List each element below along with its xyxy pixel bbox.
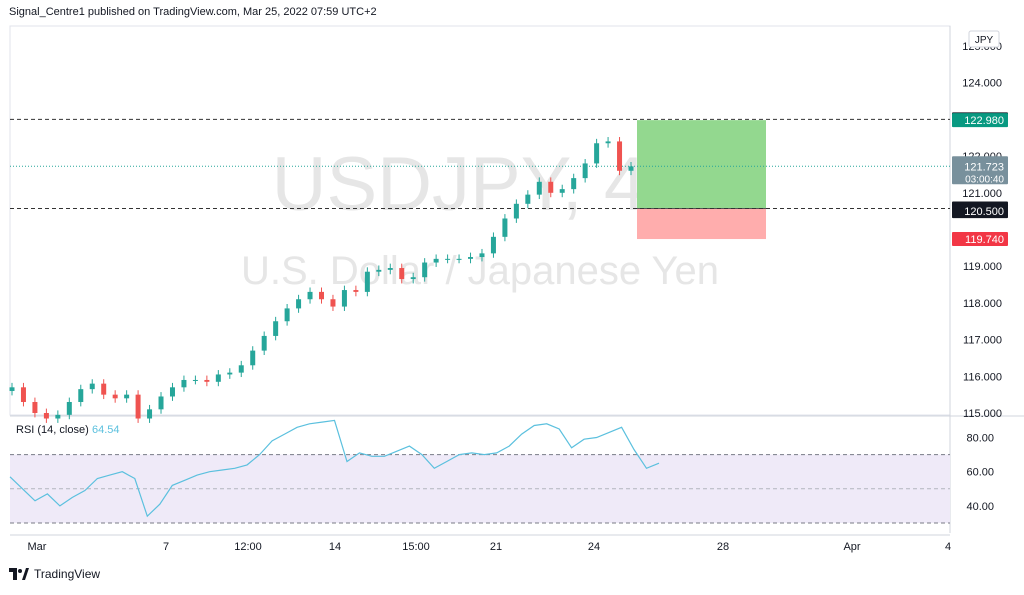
candle-body bbox=[319, 291, 324, 300]
time-tick-label: 28 bbox=[717, 541, 729, 553]
tradingview-logo-icon bbox=[9, 568, 29, 580]
candle-body bbox=[9, 387, 15, 391]
price-label-122-980: 122.980 bbox=[964, 115, 1004, 127]
candle-body bbox=[502, 218, 508, 237]
time-tick-label: 24 bbox=[588, 541, 600, 553]
candle-body bbox=[112, 394, 118, 399]
price-label-119-740: 119.740 bbox=[965, 234, 1004, 246]
price-tick-label: 124.000 bbox=[962, 78, 1002, 90]
time-tick-label: 4 bbox=[945, 541, 951, 553]
time-tick-label: 21 bbox=[490, 541, 502, 553]
price-tick-label: 115.000 bbox=[963, 408, 1002, 420]
candle-body bbox=[307, 291, 313, 300]
candle-body bbox=[20, 387, 26, 402]
candle-body bbox=[78, 389, 84, 402]
time-tick-label: 12:00 bbox=[234, 541, 262, 553]
currency-badge-label: JPY bbox=[975, 35, 994, 46]
time-tick-label: Apr bbox=[843, 541, 860, 553]
candle-body bbox=[559, 189, 565, 193]
currency-badge bbox=[968, 30, 1000, 48]
rsi-tick-label: 40.00 bbox=[966, 501, 994, 513]
candle-body bbox=[468, 257, 474, 259]
price-tick-label: 118.000 bbox=[963, 298, 1002, 310]
candle-body bbox=[135, 394, 141, 419]
price-label-120-500: 120.500 bbox=[964, 206, 1004, 218]
price-label-121-723-bg bbox=[952, 156, 1008, 185]
rsi-tick-label: 80.00 bbox=[966, 433, 994, 445]
candle-body bbox=[513, 203, 519, 219]
candle-body bbox=[43, 413, 49, 419]
candle-body bbox=[66, 401, 72, 415]
candle-body bbox=[617, 141, 623, 171]
candle-body bbox=[32, 401, 38, 413]
price-label-120-500-bg bbox=[952, 204, 1008, 219]
candle-body bbox=[456, 258, 462, 260]
brand-footer[interactable]: TradingView bbox=[9, 567, 100, 581]
candle-body bbox=[101, 383, 107, 395]
time-tick-label: 7 bbox=[163, 541, 169, 553]
candle-body bbox=[341, 290, 347, 307]
candle-body bbox=[594, 143, 600, 164]
price-label-121-723: 121.723 bbox=[964, 161, 1004, 173]
price-tick-label: 116.000 bbox=[963, 371, 1002, 383]
candle-body bbox=[227, 372, 233, 375]
candle-body bbox=[548, 181, 554, 193]
candle-body bbox=[376, 269, 382, 272]
rsi-tick-label: 60.00 bbox=[966, 467, 994, 479]
candle-body bbox=[387, 268, 393, 270]
candle-body bbox=[261, 335, 267, 351]
candle-body bbox=[89, 383, 95, 390]
time-tick-label: 15:00 bbox=[402, 541, 430, 553]
candle-body bbox=[55, 414, 61, 419]
price-tick-label: 119.000 bbox=[963, 261, 1002, 273]
candle-body bbox=[181, 379, 187, 388]
candle-body bbox=[273, 321, 279, 336]
candle-body bbox=[169, 387, 175, 397]
candle-body bbox=[582, 163, 588, 179]
candle-body bbox=[296, 299, 302, 309]
candle-body bbox=[433, 258, 439, 263]
candle-body bbox=[410, 277, 416, 280]
price-tick-label: 121.000 bbox=[962, 188, 1002, 200]
target-zone bbox=[637, 120, 766, 209]
candle-body bbox=[490, 236, 496, 254]
candle-body bbox=[364, 271, 370, 292]
candle-body bbox=[147, 409, 153, 419]
candle-body bbox=[215, 374, 221, 382]
stop-zone bbox=[637, 208, 766, 240]
candle-body bbox=[284, 308, 290, 322]
publisher-caption: Signal_Centre1 published on TradingView.… bbox=[9, 6, 377, 18]
brand-name: TradingView bbox=[34, 567, 101, 581]
countdown-label: 03:00:40 bbox=[965, 174, 1004, 185]
candle-body bbox=[525, 194, 531, 204]
candle-body bbox=[571, 178, 577, 190]
time-tick-label: Mar bbox=[28, 541, 47, 553]
candle-body bbox=[422, 262, 428, 278]
candle-body bbox=[605, 141, 611, 144]
candle-body bbox=[353, 290, 359, 292]
watermark-symbol: USDJPY, 4h bbox=[272, 142, 689, 227]
price-tick-label: 117.000 bbox=[963, 335, 1002, 347]
rsi-last-value: 64.54 bbox=[92, 424, 120, 436]
candle-body bbox=[204, 379, 210, 382]
price-pane bbox=[9, 25, 951, 416]
rsi-line bbox=[9, 419, 660, 518]
candle-body bbox=[399, 268, 405, 280]
candle-body bbox=[158, 396, 164, 410]
candle-body bbox=[445, 258, 451, 260]
price-label-119-740-bg bbox=[952, 232, 1008, 247]
candle-body bbox=[330, 299, 336, 307]
rsi-title: RSI (14, close) bbox=[16, 424, 89, 436]
candle-body bbox=[192, 379, 198, 381]
candle-body bbox=[628, 166, 634, 171]
candle-body bbox=[124, 394, 130, 399]
candle-body bbox=[536, 181, 542, 195]
candle-body bbox=[479, 253, 485, 258]
price-label-122-980-bg bbox=[952, 113, 1008, 128]
candle-body bbox=[238, 365, 244, 373]
candle-body bbox=[250, 350, 256, 366]
time-tick-label: 14 bbox=[329, 541, 341, 553]
